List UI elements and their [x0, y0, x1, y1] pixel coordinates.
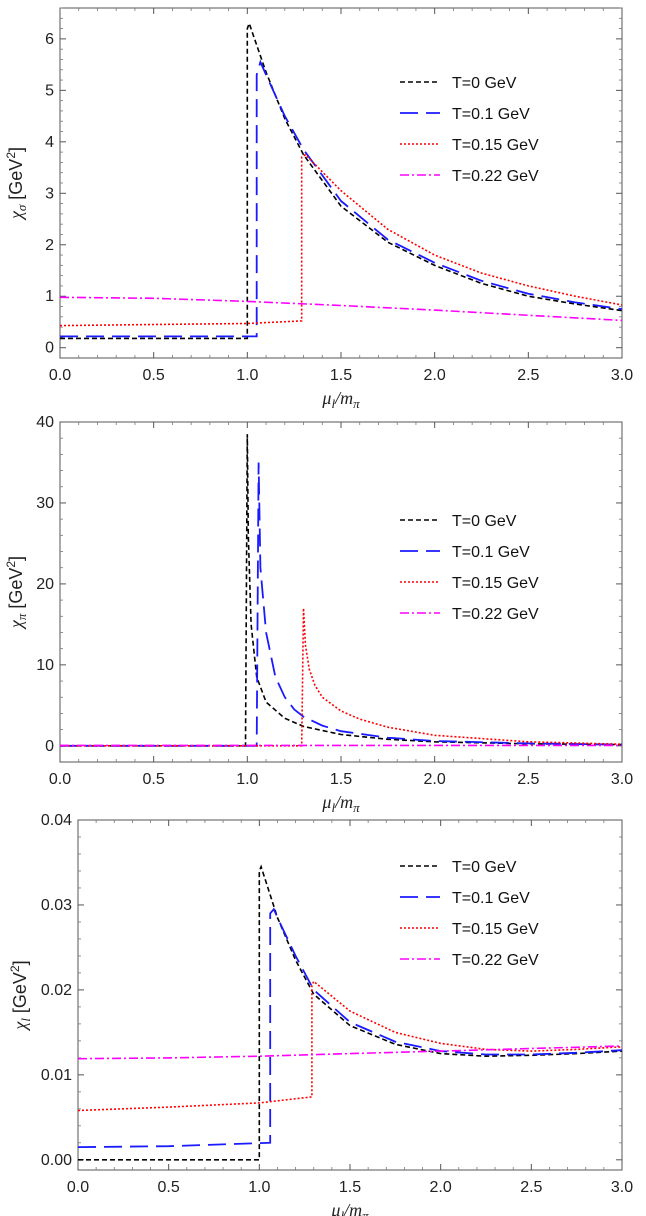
series-line-3 — [78, 981, 622, 1110]
x-tick-label: 0.5 — [143, 771, 165, 788]
y-tick-label: 0 — [45, 340, 54, 357]
x-tick-label: 0.0 — [67, 1179, 89, 1196]
label-part: [GeV — [6, 568, 26, 614]
y-axis-label: χl [GeV2] — [8, 960, 33, 1031]
label-part: μ — [321, 388, 331, 408]
x-tick-label: 1.0 — [248, 1179, 270, 1196]
legend-label-4: T=0.22 GeV — [452, 952, 539, 969]
x-tick-label: 0.0 — [49, 771, 71, 788]
x-tick-label: 0.5 — [158, 1179, 180, 1196]
y-tick-label: 0.00 — [41, 1152, 72, 1169]
y-tick-label: 3 — [45, 185, 54, 202]
legend-label-4: T=0.22 GeV — [452, 606, 539, 623]
y-tick-label: 30 — [36, 495, 54, 512]
y-tick-label: 5 — [45, 82, 54, 99]
x-tick-label: 2.0 — [424, 771, 446, 788]
x-tick-label: 3.0 — [611, 771, 633, 788]
label-part: ] — [6, 147, 26, 152]
label-part: /m — [334, 792, 353, 812]
series-line-2 — [60, 463, 622, 746]
series-line-2 — [78, 909, 622, 1147]
x-axis-label: μl/mπ — [321, 792, 360, 815]
label-part: /m — [334, 388, 353, 408]
legend-label-1: T=0 GeV — [452, 859, 517, 876]
y-tick-label: 6 — [45, 31, 54, 48]
x-tick-label: 0.0 — [49, 367, 71, 384]
x-tick-label: 1.5 — [330, 771, 352, 788]
label-part: μ — [321, 792, 331, 812]
y-axis-label: χπ [GeV2] — [4, 556, 29, 630]
x-tick-label: 1.5 — [339, 1179, 361, 1196]
legend-label-2: T=0.1 GeV — [452, 106, 530, 123]
x-axis-label: μl/mπ — [321, 388, 360, 411]
x-tick-label: 2.0 — [430, 1179, 452, 1196]
legend-label-1: T=0 GeV — [452, 75, 517, 92]
x-tick-label: 3.0 — [611, 367, 633, 384]
legend-label-3: T=0.15 GeV — [452, 137, 539, 154]
label-part: ] — [10, 960, 30, 965]
legend-label-3: T=0.15 GeV — [452, 575, 539, 592]
legend-label-2: T=0.1 GeV — [452, 544, 530, 561]
label-part: π — [362, 1208, 369, 1216]
x-tick-label: 2.5 — [517, 771, 539, 788]
legend-label-3: T=0.15 GeV — [452, 921, 539, 938]
legend-label-1: T=0 GeV — [452, 513, 517, 530]
legend-label-2: T=0.1 GeV — [452, 890, 530, 907]
x-tick-label: 1.5 — [330, 367, 352, 384]
x-tick-label: 1.0 — [236, 367, 258, 384]
label-part: π — [353, 800, 360, 815]
y-tick-label: 0 — [45, 738, 54, 755]
y-tick-label: 4 — [45, 134, 54, 151]
label-part: [GeV — [6, 159, 26, 205]
legend-label-4: T=0.22 GeV — [452, 168, 539, 185]
plot-frame — [60, 422, 622, 762]
x-axis-label: μl/mπ — [330, 1200, 369, 1216]
x-tick-label: 2.0 — [424, 367, 446, 384]
chart-panel-2: 0.0 0.5 1.0 1.5 2.0 2.5 3.0 0 10 20 30 40 μl/mπ χπ [G… — [4, 414, 633, 815]
label-part: μ — [330, 1200, 340, 1216]
plot-frame — [78, 820, 622, 1170]
series-line-3 — [60, 608, 622, 746]
label-part: /m — [343, 1200, 362, 1216]
y-tick-label: 2 — [45, 237, 54, 254]
series-line-1 — [78, 867, 622, 1160]
y-tick-label: 20 — [36, 576, 54, 593]
label-part: ] — [6, 556, 26, 561]
y-tick-label: 0.02 — [41, 982, 72, 999]
y-tick-label: 0.04 — [41, 812, 72, 829]
x-tick-label: 0.5 — [143, 367, 165, 384]
y-axis-label: χσ [GeV2] — [4, 147, 29, 221]
series-line-2 — [60, 62, 622, 336]
x-tick-label: 1.0 — [236, 771, 258, 788]
series-line-4 — [60, 297, 622, 320]
label-part: π — [353, 396, 360, 411]
y-tick-label: 0.03 — [41, 897, 72, 914]
y-tick-label: 10 — [36, 657, 54, 674]
x-tick-label: 3.0 — [611, 1179, 633, 1196]
x-tick-label: 2.5 — [517, 367, 539, 384]
y-tick-label: 1 — [45, 288, 54, 305]
series-line-4 — [78, 1046, 622, 1059]
label-part: [GeV — [10, 972, 30, 1018]
x-tick-label: 2.5 — [520, 1179, 542, 1196]
y-tick-label: 0.01 — [41, 1067, 72, 1084]
chart-panel-1: 0.0 0.5 1.0 1.5 2.0 2.5 3.0 0 1 2 3 4 5 6 μl/mπ χσ [GeV… — [4, 8, 633, 411]
chart-panel-3: 0.0 0.5 1.0 1.5 2.0 2.5 3.0 0.00 0.01 0.02 0.03 0.0… — [8, 812, 633, 1216]
y-tick-label: 40 — [36, 414, 54, 431]
